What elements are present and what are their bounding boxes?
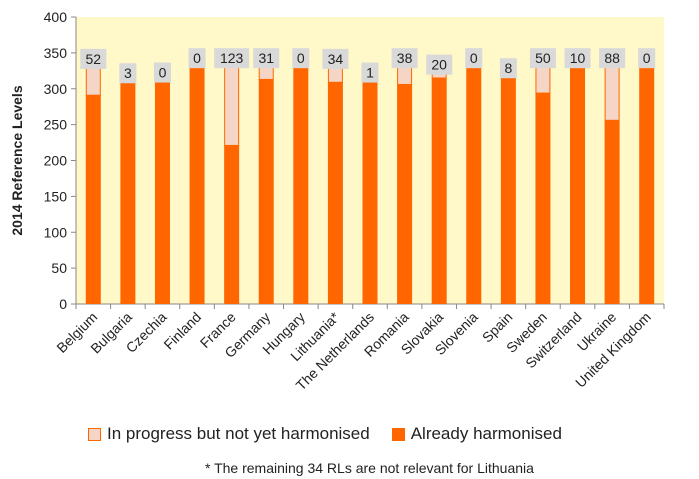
legend: In progress but not yet harmonised Alrea… (88, 424, 584, 444)
data-label-box (292, 48, 310, 69)
legend-swatch-in-progress (88, 427, 101, 441)
bar-harmonised (258, 79, 274, 304)
data-label-box (391, 48, 418, 69)
data-label: 20 (431, 57, 447, 73)
data-label-box (119, 63, 137, 84)
bar-harmonised (604, 120, 620, 304)
data-label: 88 (604, 50, 620, 66)
data-label: 1 (366, 65, 374, 81)
data-label: 0 (297, 50, 305, 66)
bar-harmonised (535, 93, 551, 305)
data-label: 123 (220, 50, 244, 66)
y-tick-label: 200 (44, 153, 68, 169)
data-label: 50 (535, 50, 551, 66)
bar-harmonised (500, 72, 516, 304)
bar-harmonised (154, 71, 170, 304)
data-label: 31 (258, 50, 274, 66)
bar-harmonised (293, 57, 309, 305)
y-tick-label: 300 (44, 81, 68, 97)
data-label: 0 (193, 50, 201, 66)
bar-harmonised (189, 57, 205, 305)
bar-harmonised (431, 77, 447, 304)
x-category-label: Finland (160, 309, 204, 353)
legend-label-in-progress: In progress but not yet harmonised (107, 424, 370, 443)
data-label-box (188, 48, 206, 69)
data-label: 0 (643, 50, 651, 66)
data-label-box (564, 48, 591, 69)
data-label-box (599, 48, 626, 69)
data-label-box (214, 48, 250, 69)
data-label-box (499, 58, 517, 79)
data-label: 10 (570, 50, 586, 66)
legend-item-harmonised: Already harmonised (391, 424, 562, 444)
y-tick-label: 250 (44, 117, 68, 133)
data-label-box (322, 48, 349, 69)
data-label: 34 (328, 51, 344, 67)
data-label: 38 (397, 50, 413, 66)
y-tick-label: 400 (44, 9, 68, 25)
data-label: 8 (504, 60, 512, 76)
bar-harmonised (570, 64, 586, 304)
y-tick-label: 0 (59, 296, 67, 312)
bar-harmonised (466, 57, 482, 305)
data-label: 3 (124, 65, 132, 81)
y-tick-label: 350 (44, 45, 68, 61)
bar-harmonised (639, 57, 655, 305)
y-tick-label: 150 (44, 188, 68, 204)
data-label-box (638, 48, 656, 69)
data-label-box (253, 48, 280, 69)
data-label: 0 (159, 65, 167, 81)
bar-harmonised (85, 95, 101, 305)
data-label: 0 (470, 50, 478, 66)
data-label-box (80, 48, 107, 69)
data-label-box (361, 62, 379, 83)
data-label: 52 (86, 51, 102, 67)
bar-harmonised (362, 72, 378, 304)
bar-harmonised (327, 82, 343, 304)
data-label-box (529, 48, 556, 69)
legend-swatch-harmonised (391, 427, 405, 441)
data-label-box (153, 62, 171, 83)
legend-label-harmonised: Already harmonised (410, 424, 562, 443)
y-tick-label: 50 (51, 260, 67, 276)
bar-harmonised (397, 84, 413, 304)
y-tick-label: 100 (44, 224, 68, 240)
bar-harmonised (224, 145, 240, 304)
data-label-box (465, 48, 483, 69)
bar-harmonised (120, 74, 136, 305)
bar-in-progress (224, 56, 240, 146)
y-axis-title: 2014 Reference Levels (9, 85, 25, 235)
data-label-box (426, 54, 453, 75)
footnote: * The remaining 34 RLs are not relevant … (205, 460, 534, 476)
legend-item-in-progress: In progress but not yet harmonised (88, 424, 370, 444)
